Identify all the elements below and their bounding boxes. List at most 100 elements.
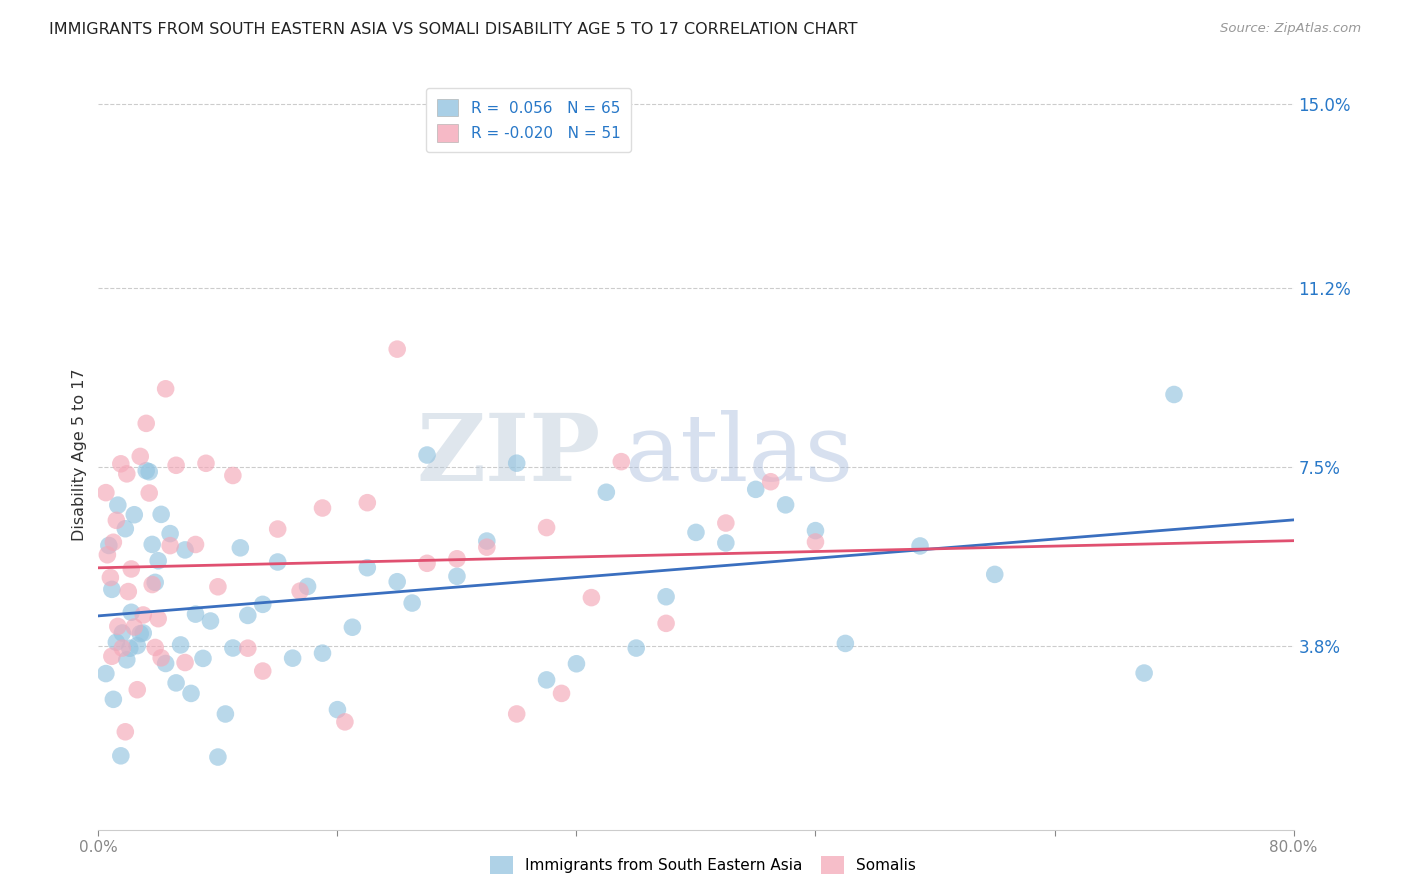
Point	[96, 548, 118, 562]
Point	[94, 485, 117, 500]
Point	[124, 508, 146, 522]
Text: ZIP: ZIP	[416, 410, 600, 500]
Point	[446, 551, 468, 566]
Point	[311, 501, 333, 516]
Point	[174, 542, 197, 557]
Point	[229, 541, 252, 555]
Point	[385, 342, 409, 356]
Point	[745, 483, 768, 497]
Point	[148, 612, 170, 626]
Point	[155, 382, 177, 396]
Point	[804, 524, 827, 538]
Point	[342, 620, 364, 634]
Point	[581, 591, 603, 605]
Point	[120, 562, 142, 576]
Point	[685, 525, 707, 540]
Point	[207, 750, 229, 764]
Point	[101, 649, 124, 664]
Point	[475, 534, 498, 549]
Point	[111, 626, 134, 640]
Point	[311, 646, 333, 660]
Point	[655, 616, 678, 631]
Point	[565, 657, 588, 671]
Point	[356, 560, 378, 574]
Point	[120, 605, 142, 619]
Point	[236, 641, 259, 656]
Point	[107, 498, 129, 512]
Point	[110, 748, 132, 763]
Point	[135, 417, 157, 431]
Point	[333, 714, 356, 729]
Point	[595, 485, 617, 500]
Point	[150, 508, 173, 522]
Point	[252, 598, 274, 612]
Point	[129, 450, 152, 464]
Point	[169, 638, 191, 652]
Point	[114, 724, 136, 739]
Point	[98, 570, 122, 584]
Point	[118, 641, 141, 656]
Point	[655, 590, 678, 604]
Point	[129, 626, 152, 640]
Point	[165, 676, 187, 690]
Point	[141, 577, 163, 591]
Point	[143, 575, 166, 590]
Point	[908, 539, 931, 553]
Point	[103, 692, 125, 706]
Point	[297, 579, 319, 593]
Point	[281, 651, 304, 665]
Point	[115, 467, 138, 481]
Point	[1133, 666, 1156, 681]
Text: IMMIGRANTS FROM SOUTH EASTERN ASIA VS SOMALI DISABILITY AGE 5 TO 17 CORRELATION : IMMIGRANTS FROM SOUTH EASTERN ASIA VS SO…	[49, 22, 858, 37]
Point	[626, 641, 648, 656]
Point	[714, 516, 737, 530]
Point	[200, 614, 222, 628]
Point	[214, 706, 236, 721]
Point	[127, 639, 149, 653]
Point	[804, 535, 827, 549]
Point	[103, 535, 125, 549]
Point	[101, 582, 124, 597]
Point	[834, 636, 856, 650]
Point	[506, 706, 529, 721]
Point	[222, 640, 245, 655]
Point	[288, 584, 311, 599]
Point	[475, 540, 498, 554]
Point	[1163, 387, 1185, 401]
Point	[416, 557, 439, 571]
Point	[536, 520, 558, 534]
Y-axis label: Disability Age 5 to 17: Disability Age 5 to 17	[72, 368, 87, 541]
Point	[155, 657, 177, 671]
Point	[138, 465, 160, 479]
Point	[610, 455, 633, 469]
Text: atlas: atlas	[624, 410, 853, 500]
Point	[326, 703, 349, 717]
Text: Source: ZipAtlas.com: Source: ZipAtlas.com	[1220, 22, 1361, 36]
Point	[159, 526, 181, 541]
Point	[984, 567, 1007, 582]
Point	[159, 539, 181, 553]
Point	[174, 656, 197, 670]
Point	[184, 537, 207, 551]
Legend: Immigrants from South Eastern Asia, Somalis: Immigrants from South Eastern Asia, Soma…	[484, 850, 922, 880]
Point	[148, 554, 170, 568]
Point	[165, 458, 187, 473]
Point	[114, 522, 136, 536]
Point	[236, 608, 259, 623]
Point	[222, 468, 245, 483]
Point	[267, 555, 290, 569]
Point	[105, 513, 128, 527]
Point	[135, 464, 157, 478]
Point	[180, 686, 202, 700]
Point	[385, 574, 409, 589]
Point	[714, 536, 737, 550]
Point	[124, 620, 146, 634]
Point	[550, 686, 572, 700]
Point	[446, 569, 468, 583]
Point	[97, 539, 120, 553]
Point	[207, 580, 229, 594]
Point	[191, 651, 214, 665]
Point	[506, 456, 529, 470]
Point	[110, 457, 132, 471]
Point	[107, 619, 129, 633]
